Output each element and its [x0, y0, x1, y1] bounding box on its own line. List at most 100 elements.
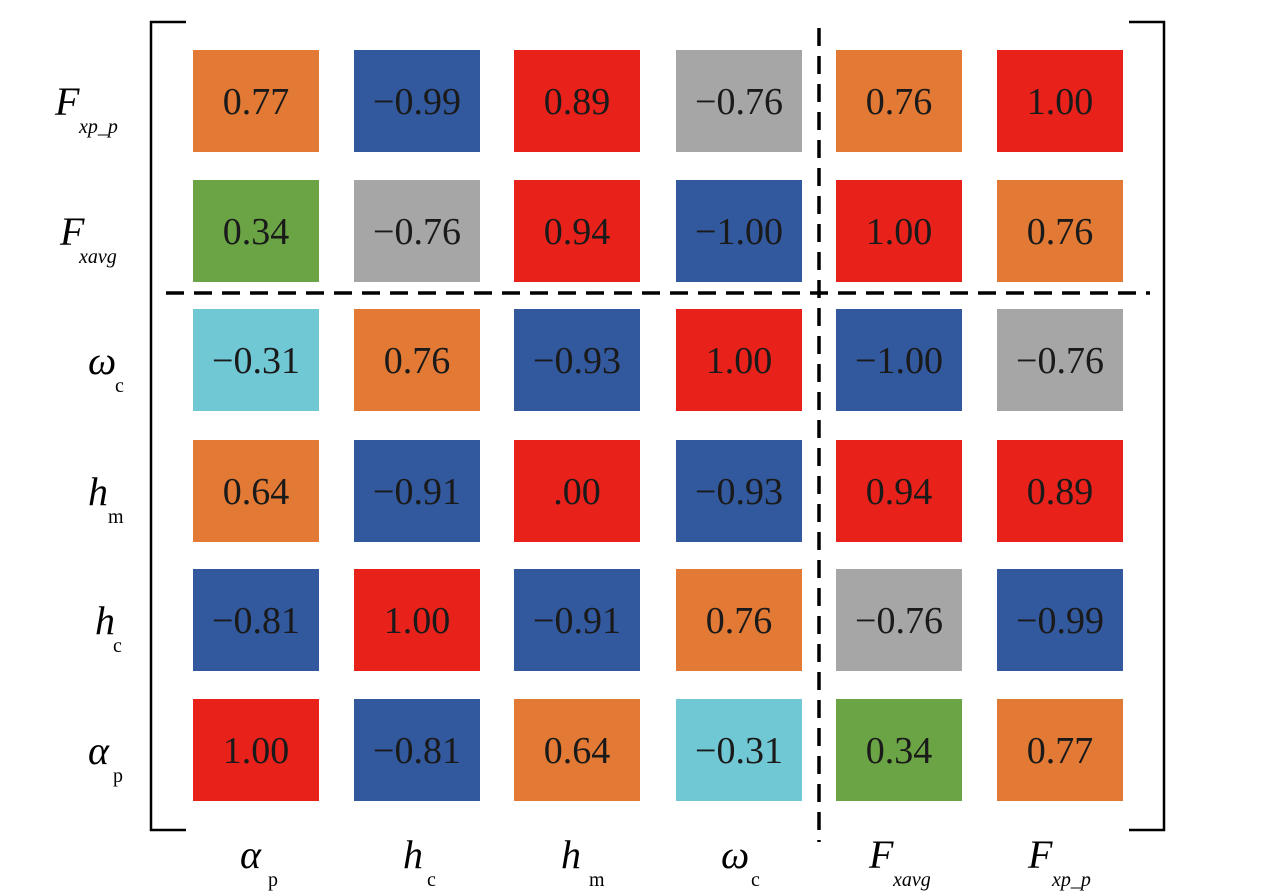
cell-rect: [193, 180, 319, 282]
matrix-cell: 0.34: [836, 699, 962, 801]
cell-value-label: 0.89: [544, 81, 611, 123]
cell-rect: [514, 309, 640, 411]
cell-rect: [997, 569, 1123, 671]
matrix-cell: −0.76: [354, 180, 480, 282]
cell-value-label: 0.64: [223, 471, 290, 513]
matrix-cell: −0.99: [354, 50, 480, 152]
cell-rect: [193, 699, 319, 801]
cell-value-label: −1.00: [855, 340, 943, 382]
label-subscript: m: [108, 506, 124, 528]
cell-value-label: 1.00: [866, 211, 933, 253]
cell-rect: [354, 440, 480, 542]
label-subscript: xavg: [78, 246, 117, 268]
cell-value-label: 0.94: [866, 471, 933, 513]
cell-rect: [676, 309, 802, 411]
cell-value-label: −0.91: [533, 600, 621, 642]
cell-rect: [676, 50, 802, 152]
column-label: hc: [403, 832, 436, 891]
row-label: αp: [88, 728, 123, 787]
column-label: hm: [561, 832, 605, 891]
matrix-cell: −0.76: [997, 309, 1123, 411]
label-symbol: ω: [721, 832, 749, 877]
cell-value-label: −0.99: [373, 81, 461, 123]
matrix-cell: 1.00: [836, 180, 962, 282]
cell-value-label: −0.81: [212, 600, 300, 642]
cell-rect: [836, 180, 962, 282]
matrix-cell: −1.00: [836, 309, 962, 411]
label-subscript: m: [589, 869, 605, 891]
cell-rect: [997, 309, 1123, 411]
cell-value-label: −0.76: [855, 600, 943, 642]
cell-value-label: −0.76: [1016, 340, 1104, 382]
matrix-cell: 0.76: [997, 180, 1123, 282]
matrix-cell: 0.34: [193, 180, 319, 282]
matrix-cell: 0.94: [514, 180, 640, 282]
cell-value-label: −1.00: [695, 211, 783, 253]
label-subscript: c: [751, 869, 760, 891]
cell-value-label: 0.76: [1027, 211, 1094, 253]
matrix-cell: −0.93: [676, 440, 802, 542]
matrix-cell: −0.31: [193, 309, 319, 411]
cell-rect: [997, 440, 1123, 542]
matrix-cell: 0.94: [836, 440, 962, 542]
matrix-cell: 1.00: [354, 569, 480, 671]
cell-rect: [836, 50, 962, 152]
matrix-cell: 1.00: [997, 50, 1123, 152]
row-label: hc: [95, 598, 122, 657]
cell-rect: [193, 50, 319, 152]
matrix-cell: 0.64: [514, 699, 640, 801]
column-label: Fxp_p: [1027, 832, 1091, 891]
row-label: Fxp_p: [54, 79, 118, 138]
cell-value-label: 0.89: [1027, 471, 1094, 513]
label-subscript: xavg: [892, 869, 931, 891]
label-subscript: c: [427, 869, 436, 891]
matrix-cell: −0.91: [354, 440, 480, 542]
cell-value-label: 0.76: [866, 81, 933, 123]
cell-rect: [193, 309, 319, 411]
cell-value-label: 0.76: [384, 340, 451, 382]
cell-value-label: −0.81: [373, 730, 461, 772]
cell-value-label: −0.76: [373, 211, 461, 253]
cell-value-label: −0.99: [1016, 600, 1104, 642]
cell-rect: [354, 180, 480, 282]
matrix-cell: 0.64: [193, 440, 319, 542]
matrix-cell: −0.81: [193, 569, 319, 671]
matrix-cell: 0.76: [836, 50, 962, 152]
cell-rect: [354, 309, 480, 411]
matrix-cell: 1.00: [676, 309, 802, 411]
matrix-cell: 0.76: [354, 309, 480, 411]
matrix-cell: 0.76: [676, 569, 802, 671]
matrix-cell: 0.89: [997, 440, 1123, 542]
cell-rect: [514, 440, 640, 542]
matrix-cell: .00: [514, 440, 640, 542]
cell-value-label: −0.76: [695, 81, 783, 123]
column-label: ωc: [721, 832, 760, 891]
cell-value-label: 0.94: [544, 211, 611, 253]
matrix-cell: −0.81: [354, 699, 480, 801]
label-subscript: xp_p: [1051, 869, 1091, 891]
matrix-cells: 0.77 −0.99 0.89 −0.76 0.76 1.00 0.34 −0.76 0.94 −…: [193, 50, 1123, 801]
cell-rect: [836, 699, 962, 801]
label-symbol: F: [1027, 832, 1053, 877]
right-bracket: [1129, 20, 1166, 832]
cell-rect: [997, 50, 1123, 152]
cell-value-label: .00: [553, 471, 601, 513]
label-symbol: h: [403, 832, 423, 877]
cell-value-label: 1.00: [384, 600, 451, 642]
cell-rect: [514, 50, 640, 152]
cell-value-label: 0.77: [1027, 730, 1094, 772]
label-symbol: h: [95, 598, 115, 643]
cell-rect: [836, 309, 962, 411]
cell-rect: [354, 699, 480, 801]
label-subscript: c: [113, 635, 122, 657]
cell-value-label: −0.31: [695, 730, 783, 772]
matrix-cell: 0.89: [514, 50, 640, 152]
cell-rect: [676, 440, 802, 542]
label-symbol: h: [561, 832, 581, 877]
matrix-cell: −1.00: [676, 180, 802, 282]
cell-value-label: 0.34: [866, 730, 933, 772]
label-subscript: xp_p: [78, 116, 118, 138]
